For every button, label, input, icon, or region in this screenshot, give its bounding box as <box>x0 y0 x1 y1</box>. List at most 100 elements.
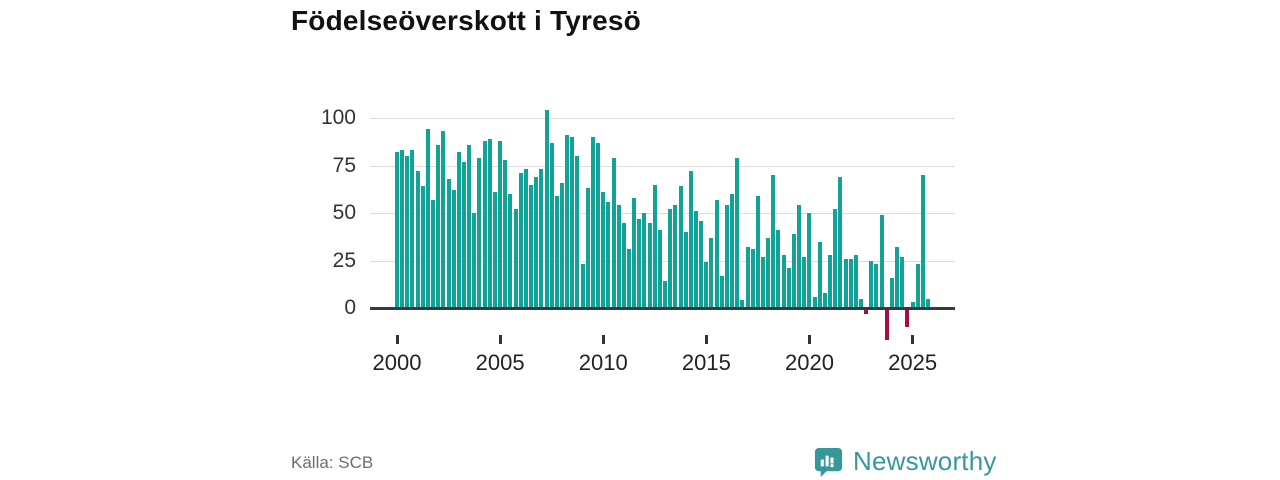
bar-quarter-57 <box>688 171 693 308</box>
bar-quarter-54 <box>673 205 678 308</box>
bar-quarter-35 <box>575 156 580 308</box>
bar-quarter-71 <box>761 256 766 308</box>
bar-quarter-62 <box>714 199 719 308</box>
bar-quarter-34 <box>570 137 575 308</box>
bar-quarter-68 <box>745 247 750 308</box>
bar-quarter-33 <box>565 135 570 308</box>
bar-quarter-53 <box>668 209 673 308</box>
bar-quarter-82 <box>817 241 822 308</box>
bar-quarter-84 <box>828 254 833 308</box>
bar-quarter-5 <box>420 186 425 308</box>
bar-quarter-43 <box>616 205 621 308</box>
bar-quarter-65 <box>730 194 735 308</box>
bar-quarter-50 <box>652 184 657 308</box>
brand-name: Newsworthy <box>853 446 997 476</box>
bar-quarter-49 <box>647 222 652 308</box>
bar-quarter-94 <box>879 214 884 308</box>
bar-quarter-77 <box>791 233 796 308</box>
bar-quarter-64 <box>724 205 729 308</box>
bar-quarter-46 <box>632 197 637 308</box>
bar-quarter-27 <box>534 176 539 308</box>
brand-logo: Newsworthy <box>813 446 997 477</box>
bar-quarter-15 <box>472 213 477 308</box>
bar-quarter-88 <box>848 258 853 308</box>
bar-quarter-91 <box>864 310 869 314</box>
bar-quarter-72 <box>766 237 771 308</box>
bar-quarter-22 <box>508 194 513 308</box>
bar-quarter-74 <box>776 230 781 308</box>
bar-quarter-101 <box>915 264 920 308</box>
bar-quarter-99 <box>905 310 910 328</box>
x-axis-tick-2025 <box>911 335 915 344</box>
bar-quarter-79 <box>802 256 807 308</box>
bar-quarter-17 <box>482 140 487 308</box>
bar-quarter-100 <box>910 302 915 308</box>
bar-quarter-61 <box>709 237 714 308</box>
bar-quarter-26 <box>529 184 534 308</box>
bar-quarter-98 <box>900 256 905 308</box>
bar-quarter-60 <box>704 262 709 308</box>
bar-quarter-40 <box>601 192 606 308</box>
bar-quarter-13 <box>462 161 467 308</box>
x-axis-label-2020: 2020 <box>785 350 834 375</box>
bar-quarter-25 <box>523 169 528 308</box>
bar-quarter-7 <box>431 199 436 308</box>
bar-quarter-90 <box>858 298 863 308</box>
bar-quarter-85 <box>833 209 838 308</box>
bar-quarter-97 <box>895 247 900 308</box>
bar-quarter-21 <box>503 159 508 308</box>
bar-quarter-36 <box>580 264 585 308</box>
bar-quarter-12 <box>456 152 461 308</box>
bar-quarter-83 <box>822 292 827 308</box>
x-axis-label-2000: 2000 <box>372 350 422 375</box>
bar-quarter-8 <box>436 144 441 308</box>
bar-quarter-30 <box>549 142 554 308</box>
bar-quarter-86 <box>838 176 843 308</box>
bar-quarter-32 <box>559 182 564 308</box>
bar-quarter-78 <box>797 205 802 308</box>
bar-quarter-6 <box>425 129 430 308</box>
bar-quarter-39 <box>596 142 601 308</box>
bar-quarter-75 <box>781 254 786 308</box>
bar-quarter-73 <box>771 175 776 308</box>
bar-quarter-102 <box>920 175 925 308</box>
bar-quarter-58 <box>694 211 698 308</box>
x-axis-label-2025: 2025 <box>888 350 938 375</box>
bar-quarter-47 <box>637 218 642 308</box>
bar-quarter-37 <box>585 188 590 308</box>
bar-quarter-93 <box>874 264 879 308</box>
x-axis-tick-2020 <box>808 335 811 344</box>
bar-quarter-16 <box>477 157 482 308</box>
bar-quarter-67 <box>740 300 745 308</box>
bar-quarter-29 <box>544 110 549 308</box>
bar-quarter-76 <box>786 268 791 308</box>
bar-quarter-103 <box>925 298 930 308</box>
x-axis-tick-2010 <box>601 335 605 344</box>
bar-quarter-18 <box>487 138 492 308</box>
gridline-50 <box>370 213 955 214</box>
bar-quarter-2 <box>405 156 410 308</box>
gridline-25 <box>370 260 955 262</box>
bar-quarter-1 <box>400 150 405 308</box>
gridline-75 <box>370 165 955 167</box>
y-axis-label-100: 100 <box>320 106 356 129</box>
bar-quarter-69 <box>750 249 755 308</box>
bar-quarter-10 <box>446 178 451 308</box>
chart-title: Födelseöverskott i Tyresö <box>291 5 641 36</box>
y-axis-label-75: 75 <box>332 153 356 177</box>
bar-quarter-28 <box>539 169 544 308</box>
x-axis-tick-2005 <box>498 335 502 344</box>
bar-quarter-14 <box>467 144 472 308</box>
bar-quarter-92 <box>869 260 874 308</box>
bar-quarter-66 <box>735 157 740 308</box>
x-axis-tick-2015 <box>704 335 708 344</box>
bar-quarter-80 <box>807 213 812 308</box>
x-axis-label-2005: 2005 <box>475 350 525 375</box>
bar-quarter-87 <box>843 258 848 308</box>
bar-quarter-3 <box>410 150 415 308</box>
plot-area: 100 75 50 25 0 2000 2005 2010 2015 2020 2025 <box>321 95 955 380</box>
bar-quarter-51 <box>657 230 662 308</box>
source-note: Källa: SCB <box>291 453 374 472</box>
bar-quarter-52 <box>663 281 668 308</box>
